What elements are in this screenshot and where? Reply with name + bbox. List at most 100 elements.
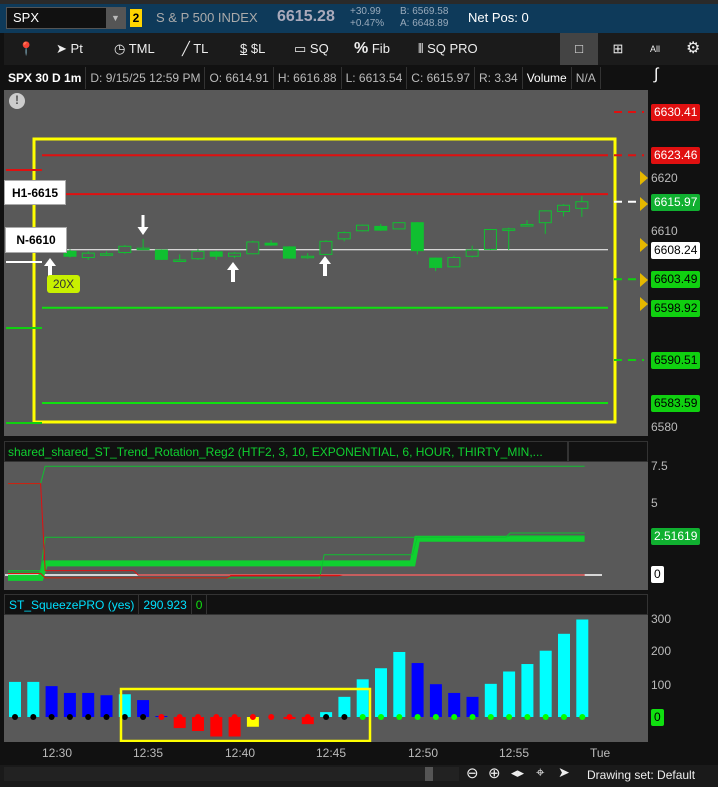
line-icon: ╱ bbox=[182, 41, 190, 56]
candle bbox=[374, 225, 388, 231]
clock-icon: ◷ bbox=[114, 41, 126, 56]
grid-icon: ⊞ bbox=[612, 41, 624, 56]
grid-layout-button[interactable]: ⊞ bbox=[608, 33, 628, 65]
drawing-set-selector[interactable]: Drawing set: Default bbox=[587, 768, 696, 782]
arrow-up-icon bbox=[319, 256, 331, 276]
squeeze-bar bbox=[137, 700, 150, 717]
price-tag: 6615.97 bbox=[651, 193, 701, 211]
squeeze-dot bbox=[396, 714, 403, 720]
chart-info-bar: SPX 30 D 1m D: 9/15/25 12:59 PM O: 6614.… bbox=[4, 67, 648, 89]
arrow-down-icon bbox=[137, 215, 149, 235]
bar-low: L: 6613.54 bbox=[342, 67, 408, 89]
fibonacci-tool[interactable]: % Fib bbox=[354, 33, 390, 65]
price-marker-icon bbox=[640, 297, 648, 311]
trend-header-spacer bbox=[568, 441, 648, 462]
n-level-label: N-6610 bbox=[5, 227, 67, 253]
squeeze-zero-tag: 0 bbox=[651, 709, 664, 726]
h1-level-label: H1-6615 bbox=[4, 180, 66, 205]
zoom-in-icon[interactable]: ⊕ bbox=[488, 765, 501, 782]
trend-study-title[interactable]: shared_shared_ST_Trend_Rotation_Reg2 (HT… bbox=[4, 441, 568, 462]
squeeze-bar bbox=[246, 717, 259, 727]
tml-tool[interactable]: ◷ TML bbox=[114, 33, 155, 65]
candle bbox=[191, 250, 205, 260]
time-tick: 12:35 bbox=[133, 746, 164, 760]
last-price: 6615.28 bbox=[277, 8, 335, 25]
square-tool[interactable]: ▭ SQ bbox=[294, 33, 329, 65]
zoom-out-icon[interactable]: ⊖ bbox=[466, 765, 479, 782]
trend-value-tag: 2.51619 bbox=[651, 528, 701, 545]
zoom-badge: 20X bbox=[47, 275, 80, 293]
squeeze-tick: 200 bbox=[651, 644, 672, 658]
cursor-icon: ➤ bbox=[56, 41, 67, 56]
squeeze-dot bbox=[231, 714, 238, 720]
price-tag: 6598.92 bbox=[651, 299, 701, 317]
price-marker-icon bbox=[640, 273, 648, 287]
link-group-badge[interactable]: 2 bbox=[130, 9, 142, 27]
scrollbar-thumb[interactable] bbox=[425, 767, 433, 781]
all-button[interactable]: All bbox=[650, 44, 661, 54]
chevron-down-icon[interactable]: ▼ bbox=[106, 8, 125, 28]
squeeze-bar bbox=[356, 679, 369, 717]
trend-rotation-panel[interactable] bbox=[4, 462, 648, 590]
trendline-tool[interactable]: ╱ TL bbox=[182, 33, 208, 65]
bid-price: B: 6569.58 bbox=[400, 6, 449, 17]
squeeze-bar bbox=[466, 696, 479, 717]
price-marker-icon bbox=[640, 171, 648, 185]
candle bbox=[520, 224, 534, 227]
single-layout-button[interactable]: □ bbox=[560, 33, 598, 65]
trend-series-line bbox=[8, 573, 585, 579]
pointer-label: Pt bbox=[70, 41, 83, 56]
candle bbox=[228, 252, 242, 257]
candle bbox=[246, 241, 260, 255]
time-tick: 12:40 bbox=[225, 746, 256, 760]
squeeze-bar bbox=[173, 717, 186, 729]
sq-pro-tool[interactable]: ⫴ SQ PRO bbox=[418, 33, 478, 65]
price-tag: 6603.49 bbox=[651, 271, 701, 289]
bar-close: C: 6615.97 bbox=[407, 67, 475, 89]
time-tick: Tue bbox=[590, 746, 611, 760]
candle bbox=[100, 253, 114, 256]
candle bbox=[118, 245, 132, 254]
squeeze-dot bbox=[85, 714, 92, 720]
time-tick: 12:45 bbox=[316, 746, 347, 760]
crosshair-icon[interactable]: ⌖ bbox=[536, 764, 545, 781]
price-level-tool[interactable]: $ $L bbox=[240, 33, 265, 65]
candle bbox=[319, 240, 333, 255]
price-tick: 6580 bbox=[651, 420, 678, 434]
candle bbox=[81, 252, 95, 258]
squeeze-dot bbox=[487, 714, 494, 720]
alert-icon[interactable]: ! bbox=[9, 93, 25, 109]
highlight-box bbox=[32, 137, 617, 424]
squeeze-bar bbox=[576, 619, 589, 717]
squeeze-dot bbox=[30, 714, 37, 720]
horizontal-scrollbar[interactable] bbox=[4, 767, 459, 781]
cursor-icon[interactable]: ➤ bbox=[558, 764, 570, 780]
chart-title[interactable]: SPX 30 D 1m bbox=[4, 67, 87, 89]
style-icon[interactable]: ∫ bbox=[654, 66, 659, 83]
squeeze-dot bbox=[323, 714, 330, 720]
squeeze-bar bbox=[521, 664, 534, 717]
bar-range: R: 3.34 bbox=[475, 67, 523, 89]
volume-value: N/A bbox=[572, 67, 601, 89]
test-tubes-icon: ⫴ bbox=[418, 41, 424, 56]
candle bbox=[502, 228, 516, 231]
time-tick: 12:50 bbox=[408, 746, 439, 760]
bar-open: O: 6614.91 bbox=[205, 67, 274, 89]
time-axis[interactable] bbox=[0, 742, 648, 765]
pan-icon[interactable]: ◂▸ bbox=[511, 765, 525, 780]
candle bbox=[173, 259, 187, 262]
squeeze-bar bbox=[338, 696, 351, 717]
percent-change: +0.47% bbox=[350, 18, 385, 29]
volume-label: Volume bbox=[523, 67, 572, 89]
squeeze-dot bbox=[506, 714, 513, 720]
squeeze-dot bbox=[561, 714, 567, 720]
candle bbox=[429, 257, 443, 268]
pointer-tool[interactable]: ➤ Pt bbox=[56, 33, 83, 65]
pin-icon[interactable]: 📍 bbox=[18, 41, 35, 56]
gear-icon[interactable]: ⚙ bbox=[686, 40, 701, 57]
squeeze-study-title[interactable]: ST_SqueezePRO (yes) bbox=[5, 595, 140, 614]
sq-label: SQ bbox=[309, 41, 329, 56]
squeeze-bar bbox=[100, 695, 113, 717]
candle bbox=[136, 247, 150, 251]
symbol-input[interactable]: SPX bbox=[6, 7, 126, 29]
